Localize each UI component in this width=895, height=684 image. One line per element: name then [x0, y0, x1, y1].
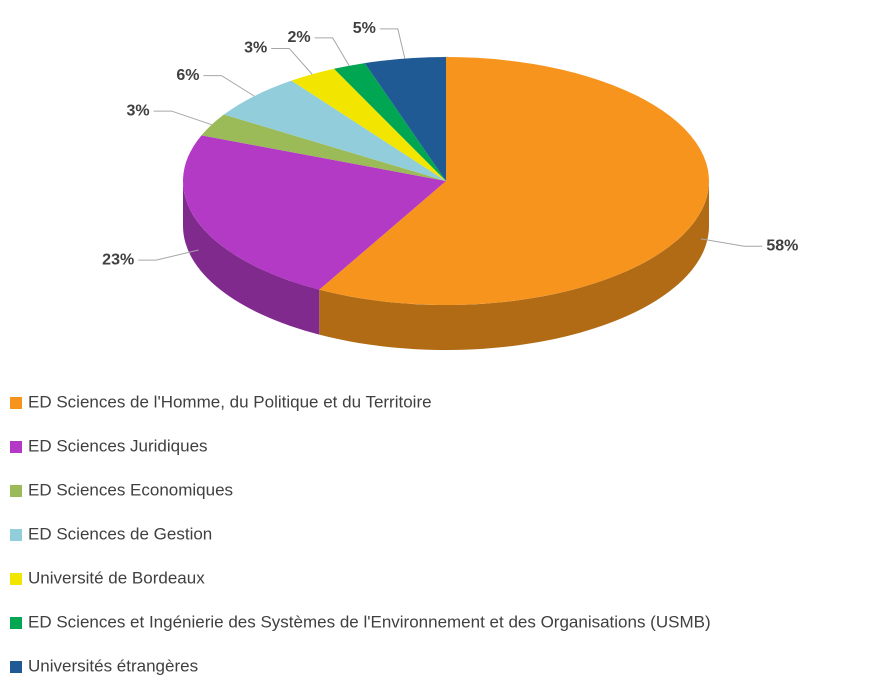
data-label: 6% — [176, 67, 199, 84]
slice — [319, 57, 710, 305]
slice — [334, 63, 446, 181]
legend-swatch — [10, 485, 22, 497]
legend-swatch — [10, 529, 22, 541]
leader-line — [700, 238, 763, 247]
data-label: 3% — [126, 102, 149, 119]
legend-label: ED Sciences de l'Homme, du Politique et … — [28, 392, 432, 411]
leader-line — [271, 47, 313, 75]
legend-swatch — [10, 397, 22, 409]
legend-label: ED Sciences Juridiques — [28, 436, 208, 455]
legend-label: ED Sciences Economiques — [28, 480, 233, 499]
legend-swatch — [10, 661, 22, 673]
slice-side — [183, 181, 320, 335]
leader-line — [203, 75, 255, 97]
data-label: 23% — [102, 251, 134, 268]
data-label: 2% — [287, 29, 310, 46]
legend-label: ED Sciences de Gestion — [28, 524, 212, 543]
slice — [223, 80, 446, 181]
slice — [183, 135, 447, 290]
data-label: 5% — [353, 20, 376, 37]
leader-line — [138, 249, 199, 261]
legend-swatch — [10, 617, 22, 629]
data-label: 58% — [766, 238, 798, 255]
leader-line — [314, 37, 350, 66]
legend-label: ED Sciences et Ingénierie des Systèmes d… — [28, 612, 711, 631]
leader-line — [379, 28, 406, 59]
legend-swatch — [10, 441, 22, 453]
legend-label: Université de Bordeaux — [28, 568, 205, 587]
legend-label: Universités étrangères — [28, 656, 198, 675]
slice — [291, 68, 446, 181]
slice — [201, 114, 446, 181]
leader-line — [153, 110, 212, 126]
slice-side — [319, 181, 709, 350]
slice — [364, 57, 446, 181]
data-label: 3% — [244, 40, 267, 57]
legend-swatch — [10, 573, 22, 585]
